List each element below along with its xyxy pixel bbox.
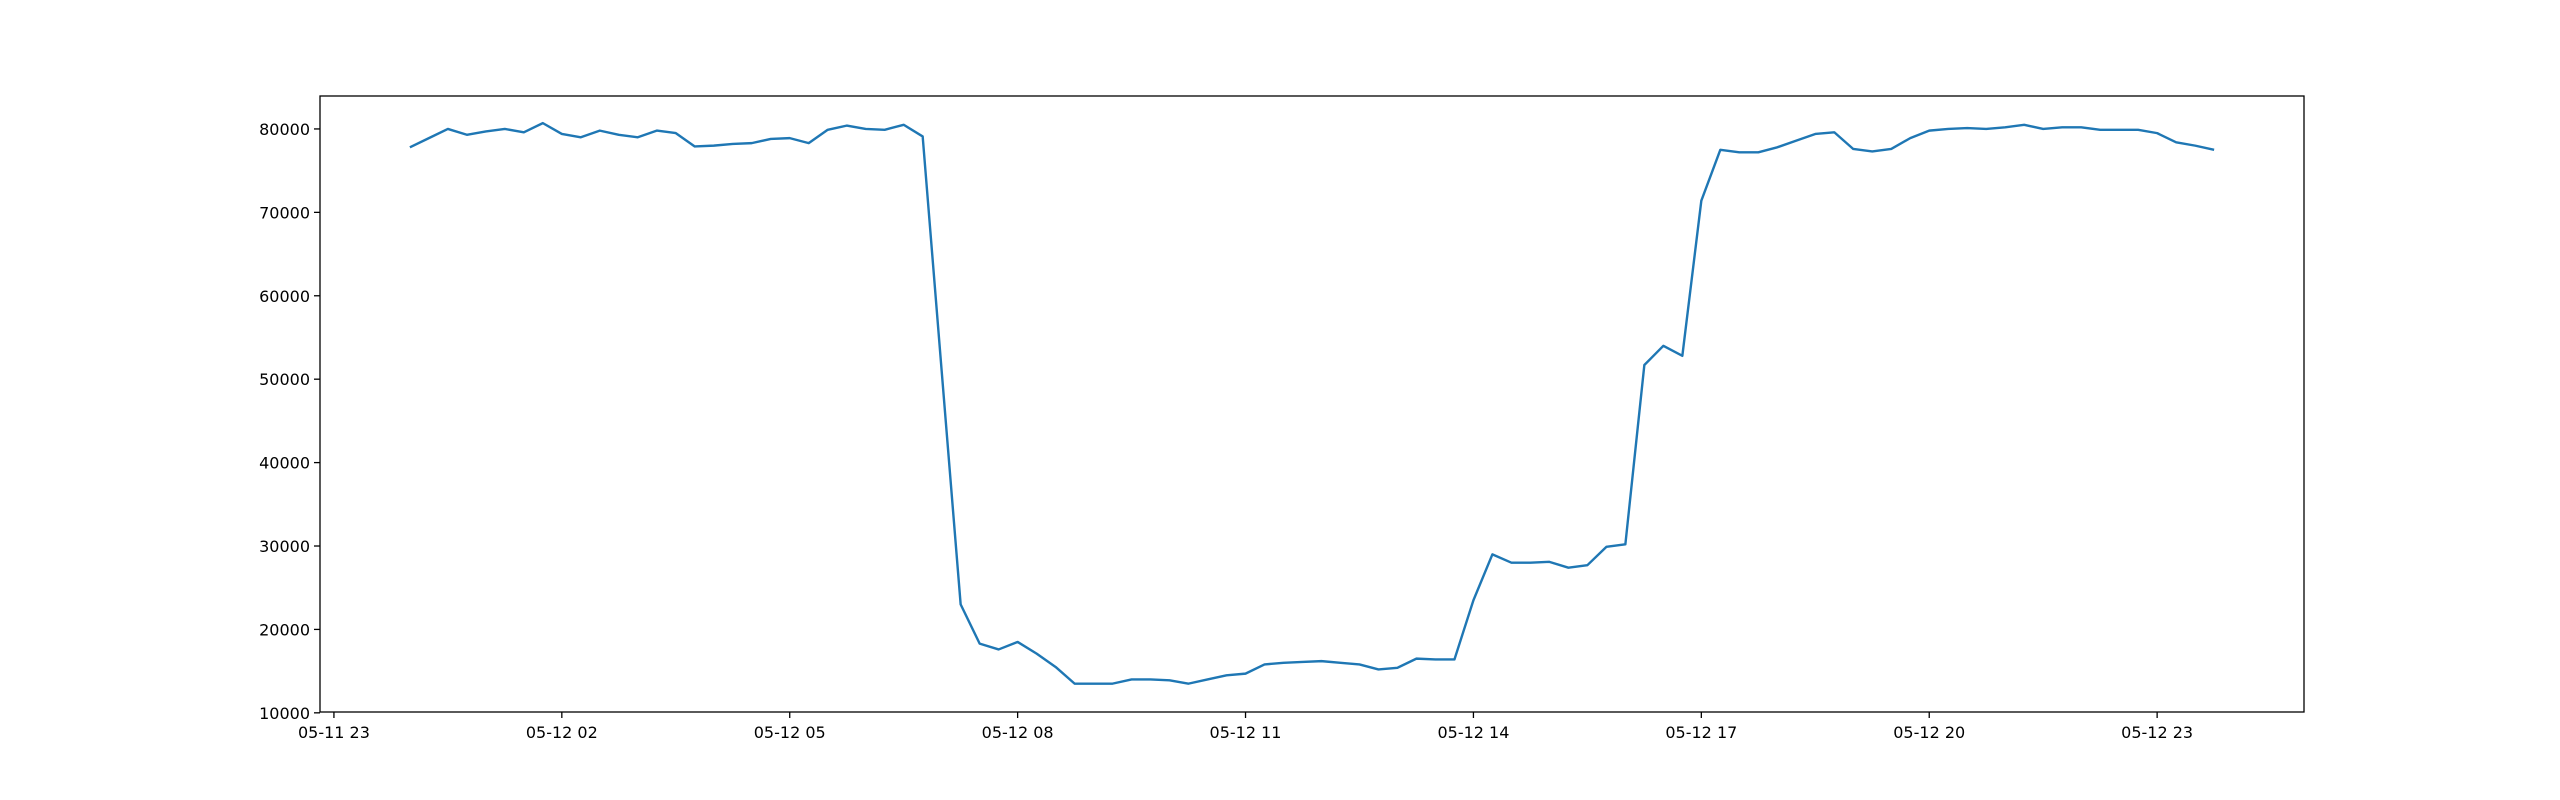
y-tick-label: 80000 (259, 120, 310, 139)
x-tick-label: 05-12 20 (1893, 723, 1965, 742)
plot-frame (319, 95, 2305, 713)
x-tick-label: 05-12 05 (754, 723, 826, 742)
x-tick-label: 05-12 02 (526, 723, 598, 742)
x-tick-label: 05-12 11 (1210, 723, 1282, 742)
x-tick-label: 05-12 08 (982, 723, 1054, 742)
x-tick-label: 05-12 14 (1437, 723, 1509, 742)
y-tick-label: 50000 (259, 370, 310, 389)
y-tick-label: 10000 (259, 704, 310, 723)
line-series (409, 121, 2215, 685)
y-tick-label: 40000 (259, 454, 310, 473)
y-tick-label: 60000 (259, 287, 310, 306)
x-tick-label: 05-11 23 (298, 723, 370, 742)
x-tick-label: 05-12 17 (1665, 723, 1737, 742)
x-tick-label: 05-12 23 (2121, 723, 2193, 742)
y-tick-label: 20000 (259, 620, 310, 639)
y-tick-label: 70000 (259, 203, 310, 222)
y-tick-label: 30000 (259, 537, 310, 556)
